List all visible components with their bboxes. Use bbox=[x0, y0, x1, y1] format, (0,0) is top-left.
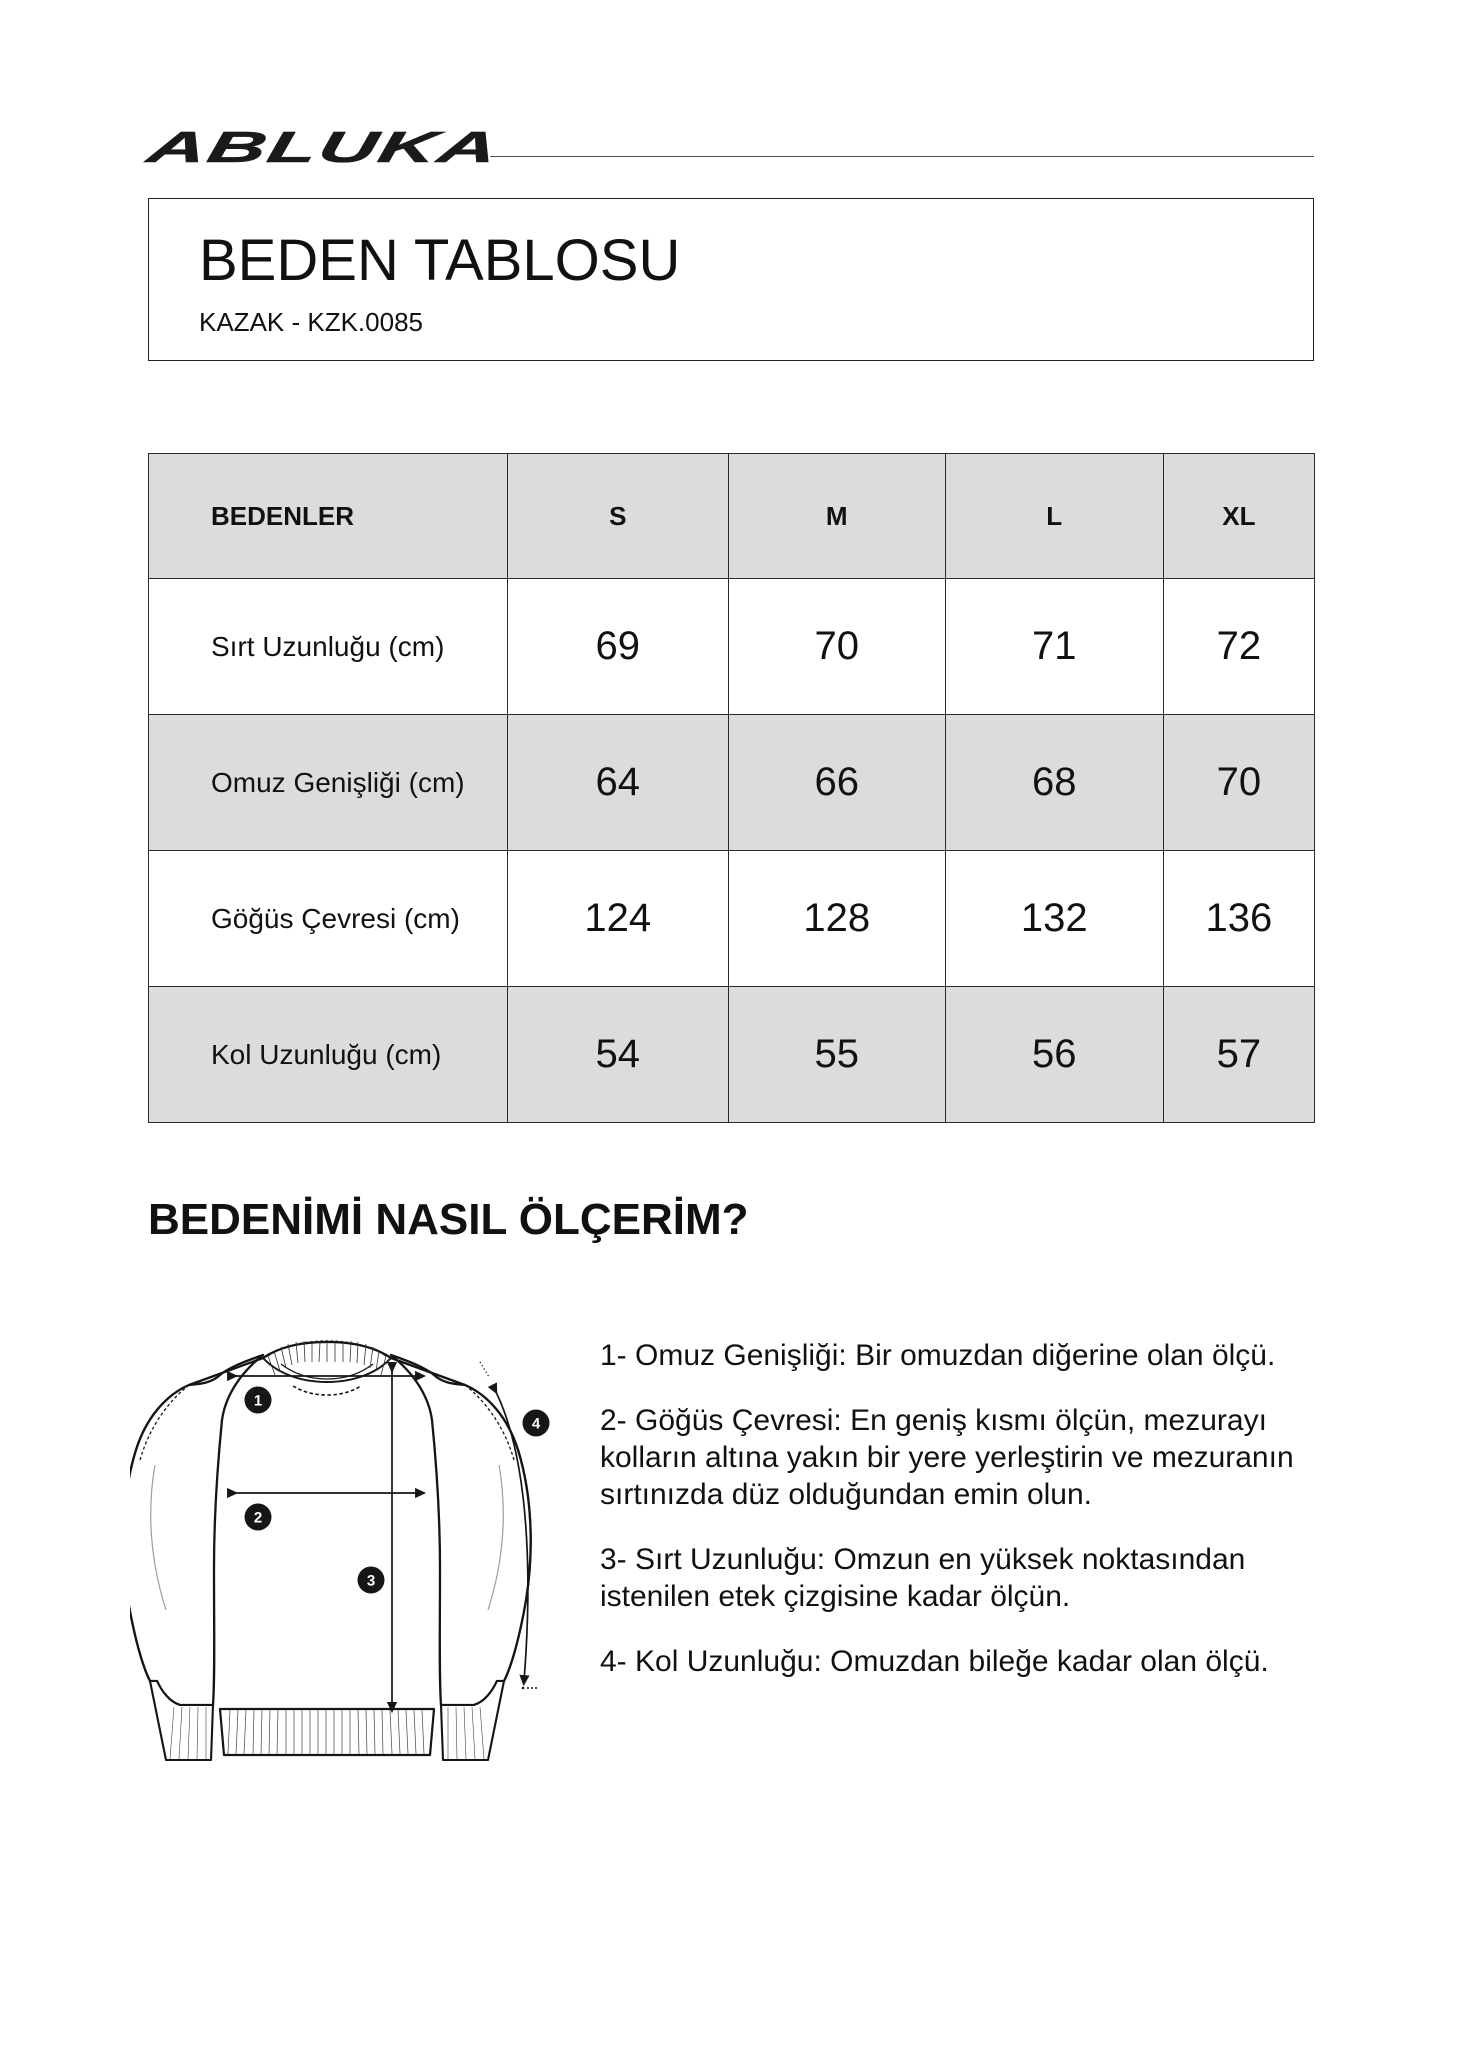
svg-text:1: 1 bbox=[254, 1393, 262, 1410]
svg-text:3: 3 bbox=[367, 1573, 375, 1590]
svg-text:4: 4 bbox=[532, 1416, 541, 1433]
svg-text:2: 2 bbox=[254, 1510, 262, 1527]
